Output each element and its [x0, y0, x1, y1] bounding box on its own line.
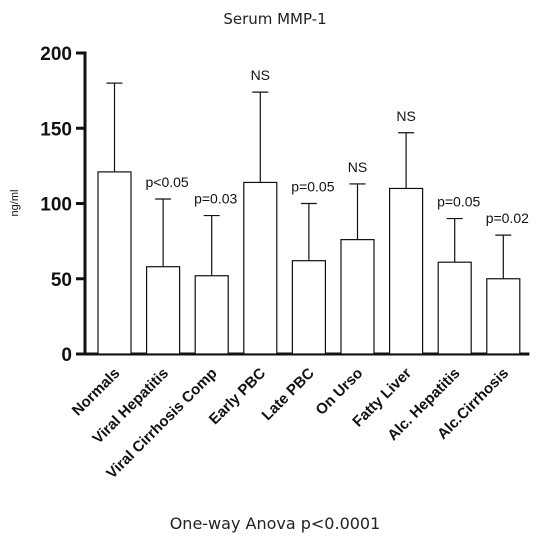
bar	[243, 181, 278, 355]
y-tick-label: 150	[40, 119, 72, 140]
bar	[340, 239, 375, 355]
significance-label: p=0.03	[194, 191, 237, 207]
bar	[389, 187, 424, 355]
significance-label: NS	[396, 108, 415, 124]
bar	[486, 278, 521, 355]
significance-label: p=0.05	[437, 194, 480, 210]
y-tick-label: 0	[61, 345, 72, 366]
y-tick-label: 200	[40, 44, 72, 65]
bars-group: p<0.05 p=0.03 NS p=0.05 NS NS p=0.05 p=0.02	[97, 67, 529, 355]
y-tick-label: 50	[51, 270, 72, 291]
bar	[146, 266, 181, 355]
significance-label: p<0.05	[145, 174, 188, 190]
significance-label: NS	[348, 159, 367, 175]
significance-label: p=0.05	[291, 179, 334, 195]
significance-label: p=0.02	[486, 210, 529, 226]
bar	[97, 171, 132, 355]
y-axis-label: ng/ml	[9, 190, 21, 217]
significance-label: NS	[251, 67, 270, 83]
bar	[437, 261, 472, 355]
bar	[194, 275, 229, 355]
anova-footnote: One-way Anova p<0.0001	[170, 514, 381, 533]
bar	[291, 260, 326, 355]
chart-title: Serum MMP-1	[223, 10, 326, 28]
y-tick-label: 100	[40, 195, 72, 216]
y-ticks: 0 50 100 150 200	[40, 44, 85, 366]
category-label: Late PBC	[259, 365, 318, 424]
